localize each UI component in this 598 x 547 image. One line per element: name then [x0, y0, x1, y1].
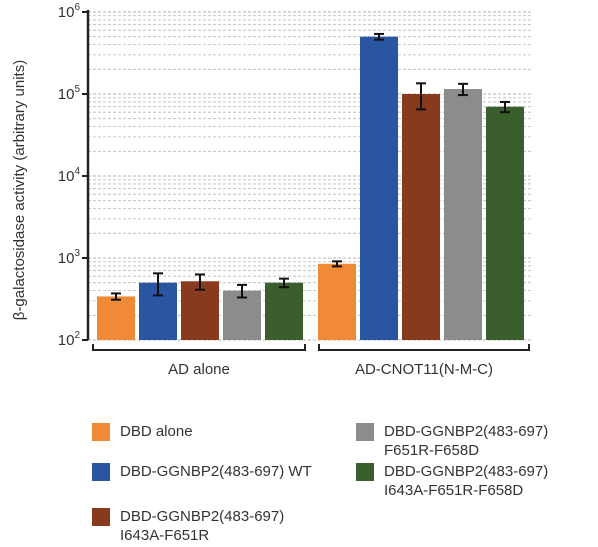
bar — [360, 36, 398, 341]
bar — [444, 89, 482, 341]
category-axis: AD alone AD-CNOT11(N-M-C) — [92, 344, 530, 378]
y-tick-label: 106 — [58, 2, 81, 21]
bar — [181, 281, 219, 340]
category-label: AD alone — [168, 361, 230, 378]
bar — [486, 106, 524, 340]
y-tick-label: 104 — [58, 166, 81, 185]
y-tick-base: 10 — [58, 332, 75, 349]
bar — [265, 282, 303, 340]
bar — [97, 296, 135, 340]
y-tick-base: 10 — [58, 250, 75, 267]
y-tick-exponent: 3 — [74, 248, 80, 259]
y-tick-label: 105 — [58, 84, 81, 103]
y-tick-base: 10 — [58, 168, 75, 185]
bar — [223, 290, 261, 340]
y-tick-exponent: 5 — [74, 84, 80, 95]
y-tick-label: 102 — [58, 330, 81, 349]
category-bracket — [318, 344, 530, 351]
category-label: AD-CNOT11(N-M-C) — [355, 361, 493, 378]
y-tick-exponent: 4 — [74, 166, 80, 177]
y-tick-exponent: 2 — [74, 330, 80, 341]
bars — [97, 32, 524, 341]
y-tick-label: 103 — [58, 248, 81, 267]
y-tick-exponent: 6 — [74, 2, 80, 13]
y-tick-base: 10 — [58, 4, 75, 21]
y-tick-base: 10 — [58, 86, 75, 103]
bar — [402, 94, 440, 340]
y-axis-label: β-galactosidase activity (arbitrary unit… — [11, 60, 28, 320]
category-bracket — [92, 344, 306, 351]
bar — [318, 263, 356, 340]
